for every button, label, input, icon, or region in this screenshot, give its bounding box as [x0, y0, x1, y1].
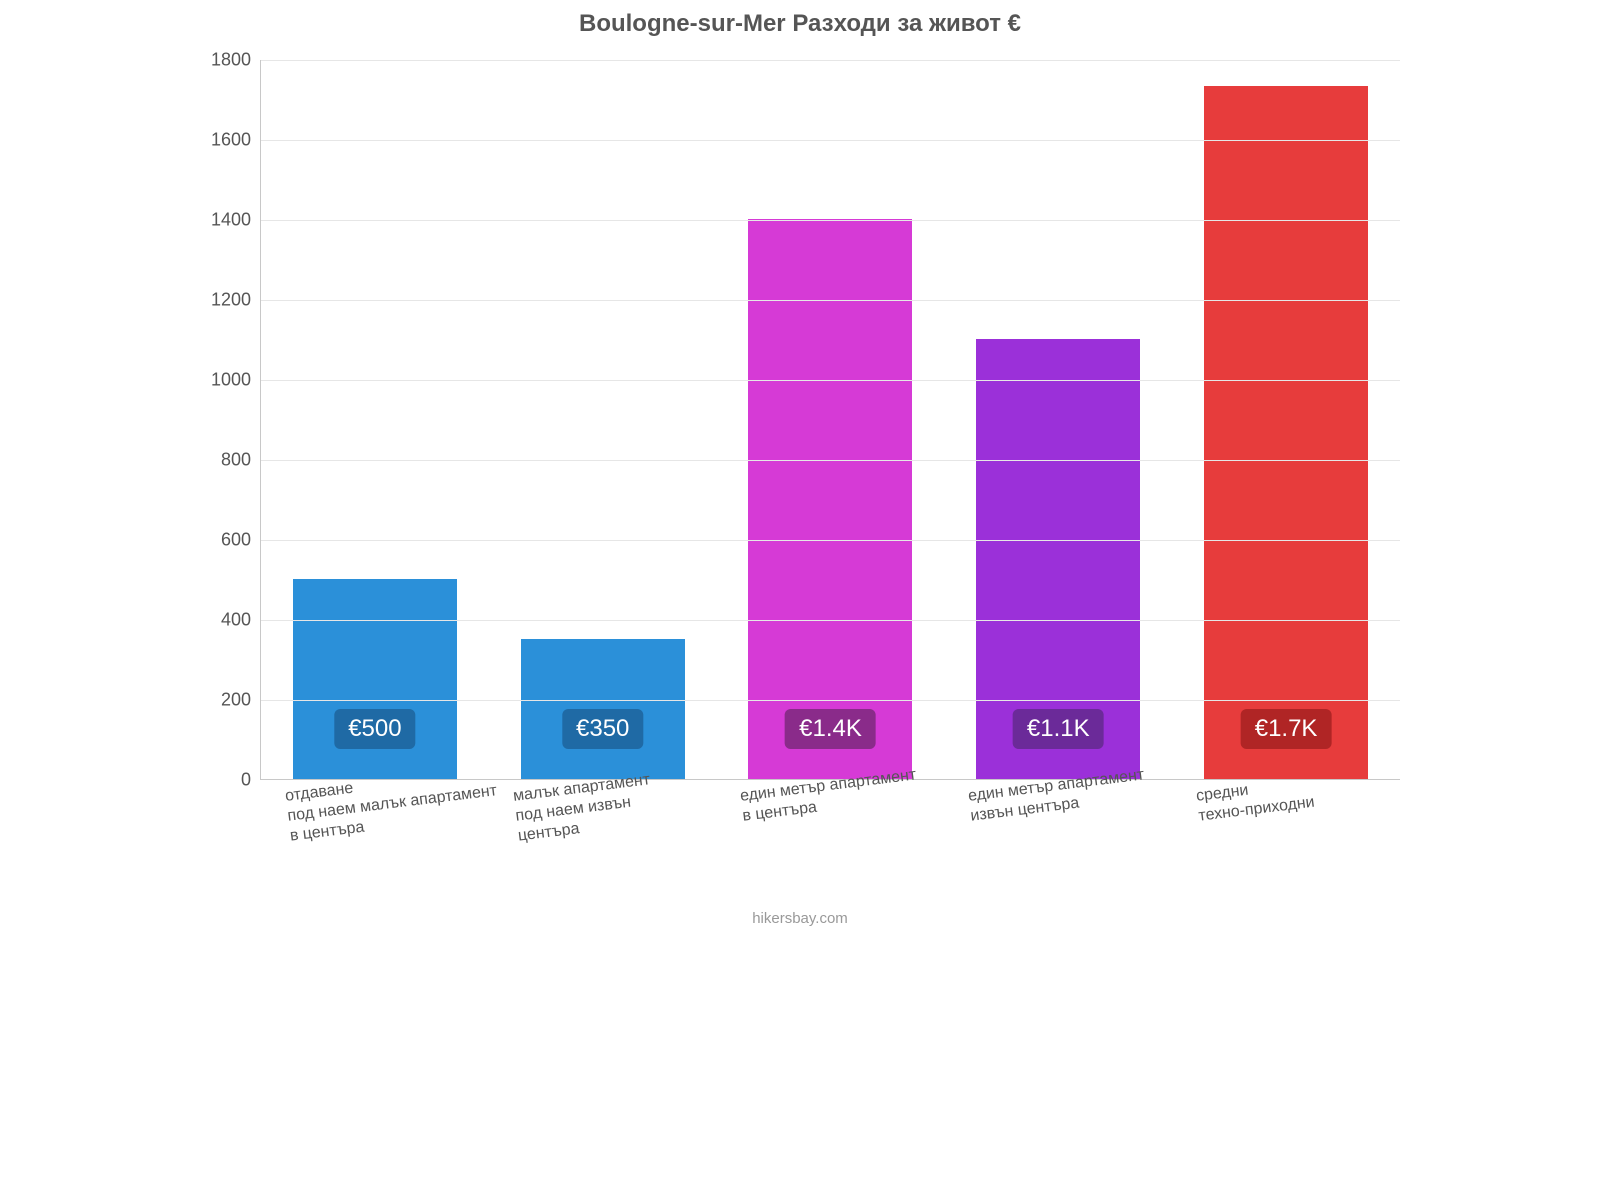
- value-badge: €1.1K: [1013, 709, 1104, 749]
- grid-line: [261, 700, 1400, 701]
- grid-line: [261, 460, 1400, 461]
- grid-line: [261, 220, 1400, 221]
- y-tick-label: 1600: [211, 130, 261, 151]
- bar: €500: [293, 579, 457, 779]
- y-tick-label: 0: [241, 770, 261, 791]
- y-tick-label: 200: [221, 690, 261, 711]
- y-tick-label: 600: [221, 530, 261, 551]
- y-tick-label: 800: [221, 450, 261, 471]
- value-badge: €1.4K: [785, 709, 876, 749]
- bar-slot: €1.7K: [1172, 60, 1400, 779]
- bar: €1.1K: [976, 339, 1140, 779]
- y-tick-label: 1000: [211, 370, 261, 391]
- bars-container: €500 €350 €1.4K €1.1K €1.7K: [261, 60, 1400, 779]
- bar: €1.7K: [1204, 86, 1368, 779]
- x-axis-label: средни техно-приходни: [1195, 773, 1316, 827]
- cost-of-living-chart: Boulogne-sur-Mer Разходи за живот € €500…: [160, 0, 1440, 970]
- bar-slot: €1.1K: [944, 60, 1172, 779]
- bar: €350: [521, 639, 685, 779]
- chart-source: hikersbay.com: [160, 910, 1440, 927]
- grid-line: [261, 60, 1400, 61]
- grid-line: [261, 620, 1400, 621]
- value-badge: €350: [562, 709, 643, 749]
- bar-slot: €1.4K: [717, 60, 945, 779]
- y-tick-label: 1800: [211, 50, 261, 71]
- bar-slot: €350: [489, 60, 717, 779]
- y-tick-label: 1400: [211, 210, 261, 231]
- grid-line: [261, 380, 1400, 381]
- plot-area: €500€350€1.4K€1.1K€1.7K отдаване под нае…: [260, 60, 1400, 780]
- value-badge: €500: [334, 709, 415, 749]
- grid-line: [261, 300, 1400, 301]
- grid-line: [261, 540, 1400, 541]
- y-tick-label: 400: [221, 610, 261, 631]
- bar: €1.4K: [748, 219, 912, 779]
- chart-title: Boulogne-sur-Mer Разходи за живот €: [160, 10, 1440, 38]
- y-tick-label: 1200: [211, 290, 261, 311]
- grid-line: [261, 140, 1400, 141]
- value-badge: €1.7K: [1241, 709, 1332, 749]
- x-axis-label: малък апартамент под наем извън центъра: [512, 770, 656, 846]
- bar-slot: €500: [261, 60, 489, 779]
